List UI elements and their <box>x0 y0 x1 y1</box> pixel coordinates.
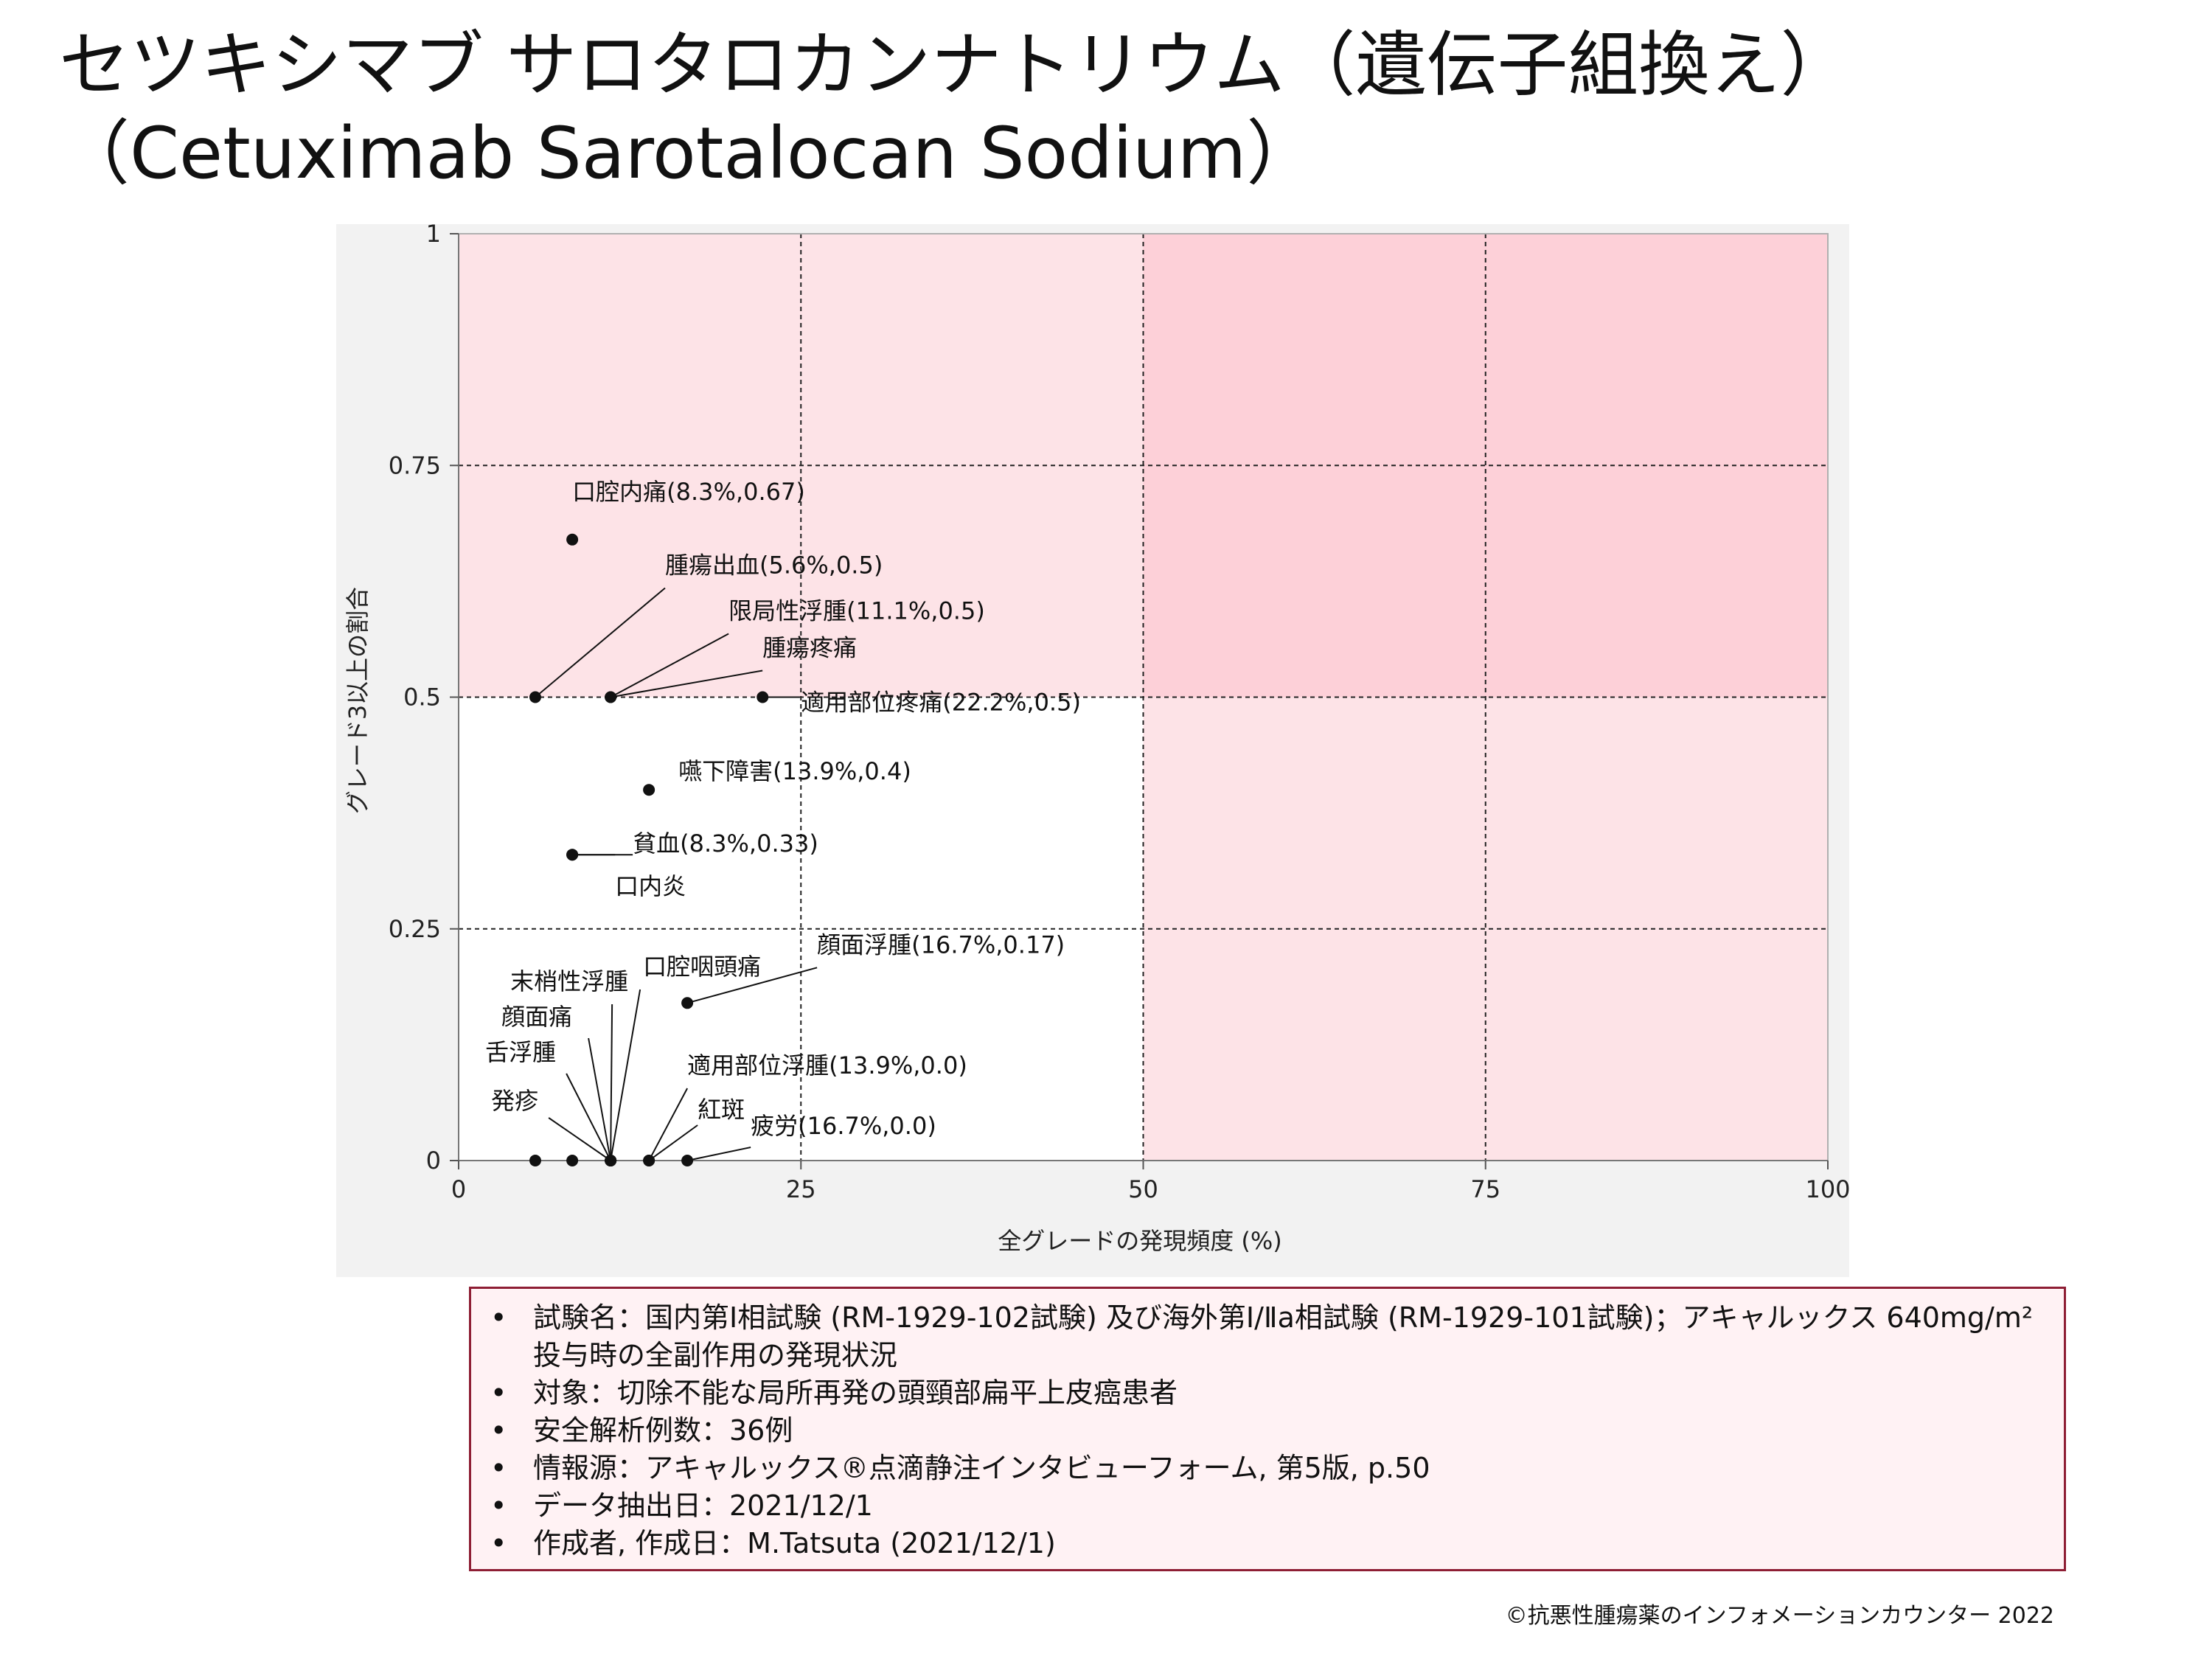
y-tick-label: 1 <box>426 224 441 248</box>
data-point <box>529 1155 541 1166</box>
data-point-口内炎 <box>566 849 579 861</box>
point-label-口腔内痛: 口腔内痛(8.3%,0.67) <box>572 478 805 506</box>
x-tick-label: 50 <box>1128 1175 1158 1203</box>
scatter-chart: 0 25 50 75 100 0 0.25 0.5 0.75 1 口腔内痛(8.3%,0.67) 腫… <box>336 224 1849 1277</box>
point-label-嚥下障害: 嚥下障害(13.9%,0.4) <box>678 757 911 785</box>
point-labels: 口腔内痛(8.3%,0.67) 腫瘍出血(5.6%,0.5) 限局性浮腫(11.1%… <box>485 478 1081 1140</box>
point-label-顔面痛: 顔面痛 <box>501 1003 572 1031</box>
grid-lines <box>459 234 1828 1161</box>
leader-line-発疹 <box>548 1117 611 1161</box>
point-label-腫瘍出血: 腫瘍出血(5.6%,0.5) <box>665 552 883 580</box>
point-label-顔面浮腫: 顔面浮腫(16.7%,0.17) <box>817 931 1065 959</box>
x-tick-label: 75 <box>1470 1175 1500 1203</box>
copyright-footer: ©抗悪性腫瘍薬のインフォメーションカウンター 2022 <box>1505 1603 2054 1629</box>
bullet: • <box>490 1489 507 1522</box>
bullet: • <box>490 1452 507 1484</box>
study-info-item: • データ抽出日：2021/12/1 <box>490 1487 2034 1525</box>
y-tick-label: 0 <box>426 1147 441 1175</box>
point-label-限局性浮腫: 限局性浮腫(11.1%,0.5) <box>728 597 985 625</box>
leader-line-顔面痛 <box>588 1037 612 1161</box>
data-point-疲労 <box>681 1155 694 1166</box>
leader-line-舌浮腫 <box>566 1073 612 1161</box>
bullet: • <box>490 1377 507 1409</box>
point-label-末梢性浮腫: 末梢性浮腫 <box>510 967 628 995</box>
study-info-box: • 試験名：国内第Ⅰ相試験 (RM-1929-102試験) 及び海外第Ⅰ/Ⅱa相試… <box>469 1287 2066 1571</box>
x-tick-label: 25 <box>786 1175 816 1203</box>
point-label-疲労: 疲労(16.7%,0.0) <box>751 1112 936 1140</box>
y-tick-label: 0.75 <box>389 451 441 479</box>
x-tick-label: 100 <box>1805 1175 1849 1203</box>
data-point-腫瘍疼痛 <box>605 691 617 703</box>
x-axis-label: 全グレードの発現頻度 (%) <box>998 1227 1282 1255</box>
study-info-text: 作成者, 作成日：M.Tatsuta (2021/12/1) <box>533 1527 1056 1559</box>
data-point-嚥下障害 <box>643 784 655 796</box>
y-tick-label: 0.5 <box>403 684 441 712</box>
data-point-口腔内痛 <box>566 533 579 546</box>
x-tick-label: 0 <box>451 1175 466 1203</box>
study-info-text: 情報源：アキャルックス®点滴静注インタビューフォーム, 第5版, p.50 <box>533 1452 1430 1484</box>
leader-line-顔面浮腫 <box>686 967 818 1004</box>
point-label-適用部位疼痛: 適用部位疼痛(22.2%,0.5) <box>801 689 1081 717</box>
leader-line-限局性浮腫 <box>610 633 729 698</box>
leader-line-疲労 <box>686 1147 751 1161</box>
page-title-english: （Cetuximab Sarotalocan Sodium） <box>59 112 1318 195</box>
study-info-text: 試験名：国内第Ⅰ相試験 (RM-1929-102試験) 及び海外第Ⅰ/Ⅱa相試験… <box>533 1301 2034 1371</box>
leader-line-紅斑 <box>648 1124 698 1161</box>
point-label-適用部位浮腫: 適用部位浮腫(13.9%,0.0) <box>687 1051 967 1079</box>
point-label-口内炎: 口内炎 <box>615 872 686 900</box>
study-info-item: • 情報源：アキャルックス®点滴静注インタビューフォーム, 第5版, p.50 <box>490 1450 2034 1487</box>
leader-line-末梢性浮腫 <box>610 1004 613 1161</box>
data-point-適用部位疼痛 <box>757 691 769 703</box>
study-info-list: • 試験名：国内第Ⅰ相試験 (RM-1929-102試験) 及び海外第Ⅰ/Ⅱa相試… <box>490 1299 2034 1562</box>
point-label-口腔咽頭痛: 口腔咽頭痛 <box>643 953 761 981</box>
point-label-貧血: 貧血(8.3%,0.33) <box>633 830 818 858</box>
point-label-紅斑: 紅斑 <box>698 1096 745 1124</box>
data-point-顔面浮腫 <box>681 997 694 1009</box>
y-tick-label: 0.25 <box>389 915 441 943</box>
label-leader-lines <box>535 587 818 1161</box>
data-points <box>529 533 769 1166</box>
data-point-発疹 <box>605 1155 617 1166</box>
point-label-舌浮腫: 舌浮腫 <box>485 1038 556 1066</box>
study-info-text: データ抽出日：2021/12/1 <box>533 1489 873 1522</box>
point-label-腫瘍疼痛: 腫瘍疼痛 <box>762 634 857 662</box>
study-info-text: 安全解析例数：36例 <box>533 1414 793 1447</box>
data-point-腫瘍出血 <box>529 691 541 703</box>
leader-line-腫瘍疼痛 <box>610 669 763 698</box>
study-info-item: • 安全解析例数：36例 <box>490 1412 2034 1450</box>
point-label-発疹: 発疹 <box>491 1087 538 1115</box>
bullet: • <box>490 1527 507 1559</box>
study-info-text: 対象：切除不能な局所再発の頭頸部扁平上皮癌患者 <box>533 1377 1178 1409</box>
chart-svg: 0 25 50 75 100 0 0.25 0.5 0.75 1 口腔内痛(8.3%,0.67) 腫… <box>344 224 1849 1255</box>
data-point <box>566 1155 579 1166</box>
study-info-item: • 試験名：国内第Ⅰ相試験 (RM-1929-102試験) 及び海外第Ⅰ/Ⅱa相試… <box>490 1299 2034 1374</box>
data-point-紅斑 <box>643 1155 655 1166</box>
study-info-item: • 対象：切除不能な局所再発の頭頸部扁平上皮癌患者 <box>490 1374 2034 1412</box>
bullet: • <box>490 1301 507 1334</box>
page-title-japanese: セツキシマブ サロタロカンナトリウム（遺伝子組換え） <box>59 24 1851 106</box>
study-info-item: • 作成者, 作成日：M.Tatsuta (2021/12/1) <box>490 1525 2034 1562</box>
y-axis-label: グレード3以上の割合 <box>344 587 372 814</box>
axes: 0 25 50 75 100 0 0.25 0.5 0.75 1 <box>389 224 1849 1203</box>
leader-line-適用部位浮腫 <box>648 1088 689 1161</box>
leader-line-口腔咽頭痛 <box>610 989 641 1161</box>
leader-line-腫瘍出血 <box>535 587 666 698</box>
bullet: • <box>490 1414 507 1447</box>
